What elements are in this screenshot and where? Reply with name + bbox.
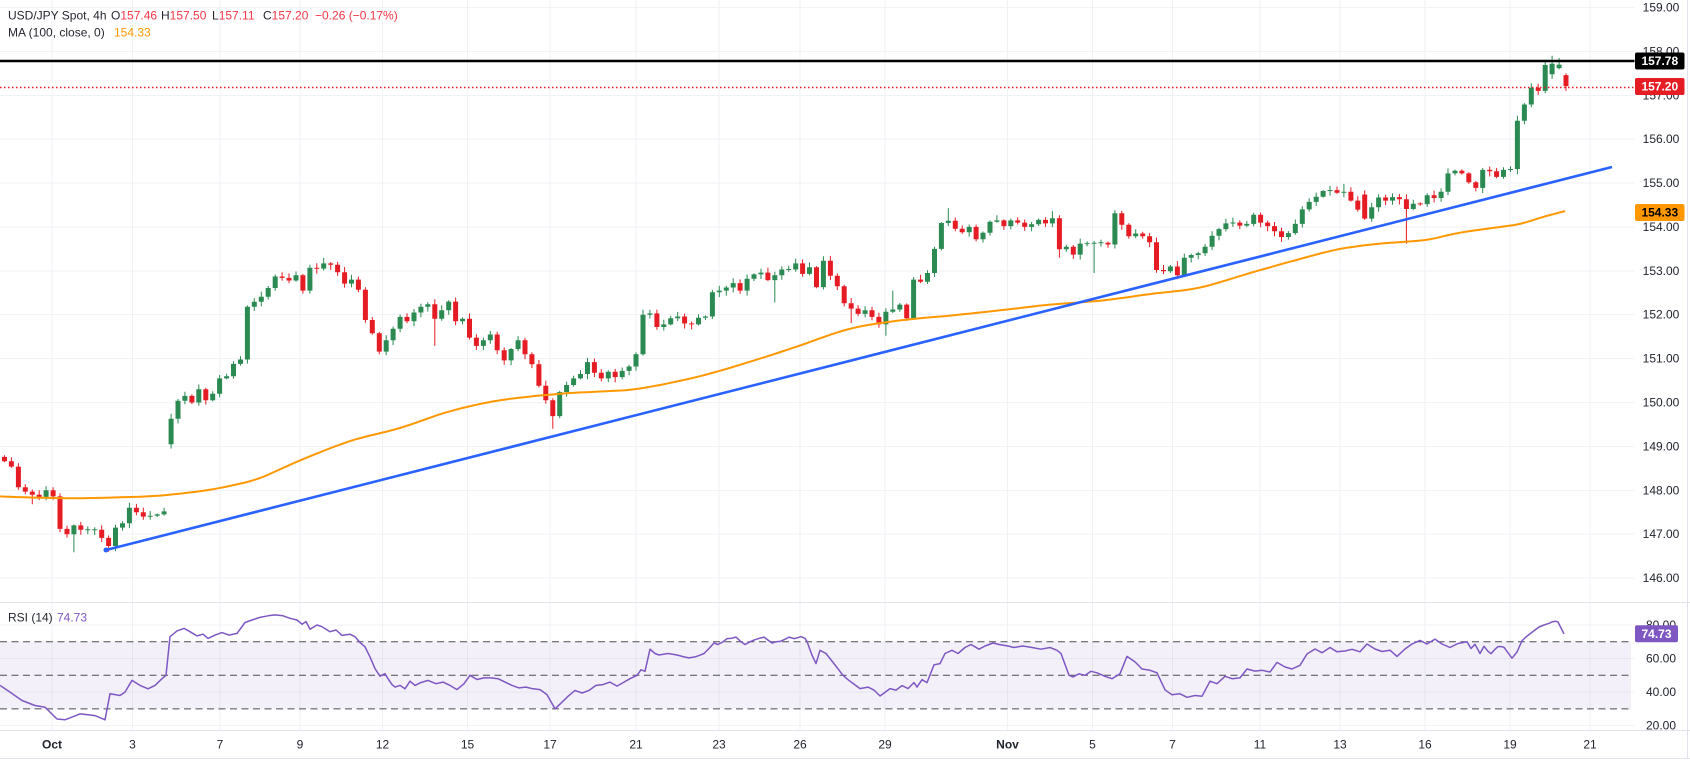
svg-text:9: 9 <box>297 738 304 752</box>
svg-text:146.00: 146.00 <box>1643 571 1680 585</box>
svg-text:16: 16 <box>1418 738 1432 752</box>
svg-text:17: 17 <box>543 738 557 752</box>
svg-text:MA (100, close, 0): MA (100, close, 0) <box>8 26 105 40</box>
svg-text:26: 26 <box>793 738 807 752</box>
svg-text:152.00: 152.00 <box>1643 308 1680 322</box>
svg-text:USD/JPY Spot, 4h: USD/JPY Spot, 4h <box>8 9 107 23</box>
svg-text:11: 11 <box>1254 738 1267 752</box>
svg-text:156.00: 156.00 <box>1643 132 1680 146</box>
svg-text:19: 19 <box>1503 738 1517 752</box>
svg-text:151.00: 151.00 <box>1643 352 1680 366</box>
svg-text:Oct: Oct <box>42 738 62 752</box>
svg-text:L157.11: L157.11 <box>212 9 255 23</box>
svg-text:149.00: 149.00 <box>1643 439 1680 453</box>
svg-text:74.73: 74.73 <box>1641 627 1671 641</box>
svg-text:Nov: Nov <box>996 738 1019 752</box>
svg-text:15: 15 <box>461 738 475 752</box>
svg-text:13: 13 <box>1333 738 1347 752</box>
svg-text:74.73: 74.73 <box>57 611 87 625</box>
svg-text:21: 21 <box>629 738 643 752</box>
svg-text:12: 12 <box>376 738 390 752</box>
svg-text:157.78: 157.78 <box>1641 54 1678 68</box>
svg-text:154.33: 154.33 <box>1641 206 1678 220</box>
svg-text:40.00: 40.00 <box>1646 685 1676 699</box>
svg-text:153.00: 153.00 <box>1643 264 1680 278</box>
svg-text:154.00: 154.00 <box>1643 220 1680 234</box>
svg-text:C157.20: C157.20 <box>263 9 309 23</box>
svg-text:H157.50: H157.50 <box>161 9 207 23</box>
svg-text:155.00: 155.00 <box>1643 176 1680 190</box>
svg-text:20.00: 20.00 <box>1646 719 1676 733</box>
svg-text:RSI (14): RSI (14) <box>8 611 53 625</box>
svg-text:3: 3 <box>129 738 136 752</box>
svg-text:150.00: 150.00 <box>1643 396 1680 410</box>
svg-text:23: 23 <box>712 738 726 752</box>
svg-text:157.20: 157.20 <box>1641 80 1678 94</box>
svg-text:O157.46: O157.46 <box>111 9 157 23</box>
svg-text:7: 7 <box>217 738 224 752</box>
svg-text:7: 7 <box>1169 738 1176 752</box>
svg-text:154.33: 154.33 <box>114 26 151 40</box>
svg-text:5: 5 <box>1089 738 1096 752</box>
svg-text:147.00: 147.00 <box>1643 527 1680 541</box>
svg-text:−0.26 (−0.17%): −0.26 (−0.17%) <box>315 9 398 23</box>
svg-text:159.00: 159.00 <box>1643 1 1680 15</box>
svg-text:21: 21 <box>1583 738 1597 752</box>
svg-text:60.00: 60.00 <box>1646 652 1676 666</box>
svg-text:29: 29 <box>878 738 892 752</box>
svg-text:148.00: 148.00 <box>1643 483 1680 497</box>
